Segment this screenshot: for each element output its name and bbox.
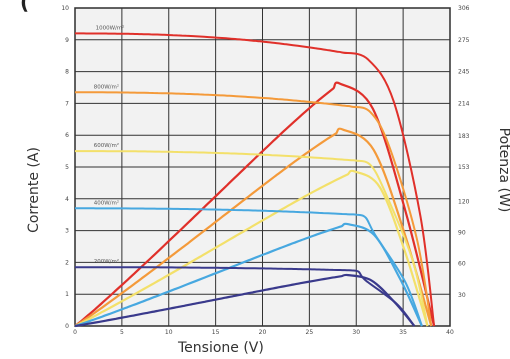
x-tick-label: 0	[73, 329, 77, 336]
x-tick-label: 15	[212, 329, 220, 336]
y-tick-label: 6	[65, 132, 69, 139]
pv-curve	[74, 273, 416, 328]
x-tick-label: 25	[306, 329, 314, 336]
chart-title-fragment: (	[20, 0, 30, 14]
y-tick-label: 9	[65, 37, 69, 44]
y-tick-label: 5	[65, 164, 69, 171]
y-tick-label: 7	[65, 100, 69, 107]
y-axis-title: Corrente (A)	[26, 147, 42, 233]
iv-curve	[75, 266, 416, 327]
y2-axis-title: Potenza (W)	[496, 127, 510, 213]
irradiance-label: 600W/m²	[94, 142, 119, 149]
y2-tick-label: 306	[458, 5, 470, 12]
irradiance-label: 800W/m²	[94, 83, 119, 90]
y2-tick-label: 245	[458, 68, 470, 75]
y-tick-label: 3	[65, 228, 69, 235]
iv-curve	[74, 91, 433, 327]
x-tick-label: 10	[165, 329, 173, 336]
y2-tick-label: 60	[458, 261, 466, 268]
y2-tick-label: 275	[458, 37, 470, 44]
x-tick-label: 40	[446, 329, 454, 336]
iv-curve	[75, 207, 423, 327]
pv-curve	[74, 127, 433, 327]
irradiance-label: 400W/m²	[94, 199, 119, 206]
y-tick-label: 4	[65, 196, 69, 203]
y-tick-label: 10	[61, 5, 69, 12]
iv-curve	[74, 150, 429, 327]
iv-curve	[75, 32, 436, 327]
y2-tick-label: 90	[458, 229, 466, 236]
irradiance-label: 200W/m²	[94, 258, 119, 265]
y2-tick-label: 120	[458, 198, 470, 205]
x-tick-label: 5	[120, 329, 124, 336]
x-tick-label: 35	[399, 329, 407, 336]
y2-tick-label: 214	[458, 101, 470, 108]
y2-tick-label: 153	[458, 164, 470, 171]
y-tick-label: 8	[65, 69, 69, 76]
y-tick-label: 0	[65, 323, 69, 330]
x-tick-label: 20	[259, 329, 267, 336]
y2-tick-label: 30	[458, 292, 466, 299]
y2-tick-label: 183	[458, 133, 470, 140]
y-tick-label: 2	[65, 259, 69, 266]
irradiance-label: 1000W/m²	[96, 24, 125, 31]
y-tick-label: 1	[65, 291, 69, 298]
x-axis-title: Tensione (V)	[178, 340, 264, 356]
pv-curve	[74, 222, 423, 328]
pv-curve	[74, 169, 429, 327]
x-tick-label: 30	[352, 329, 360, 336]
